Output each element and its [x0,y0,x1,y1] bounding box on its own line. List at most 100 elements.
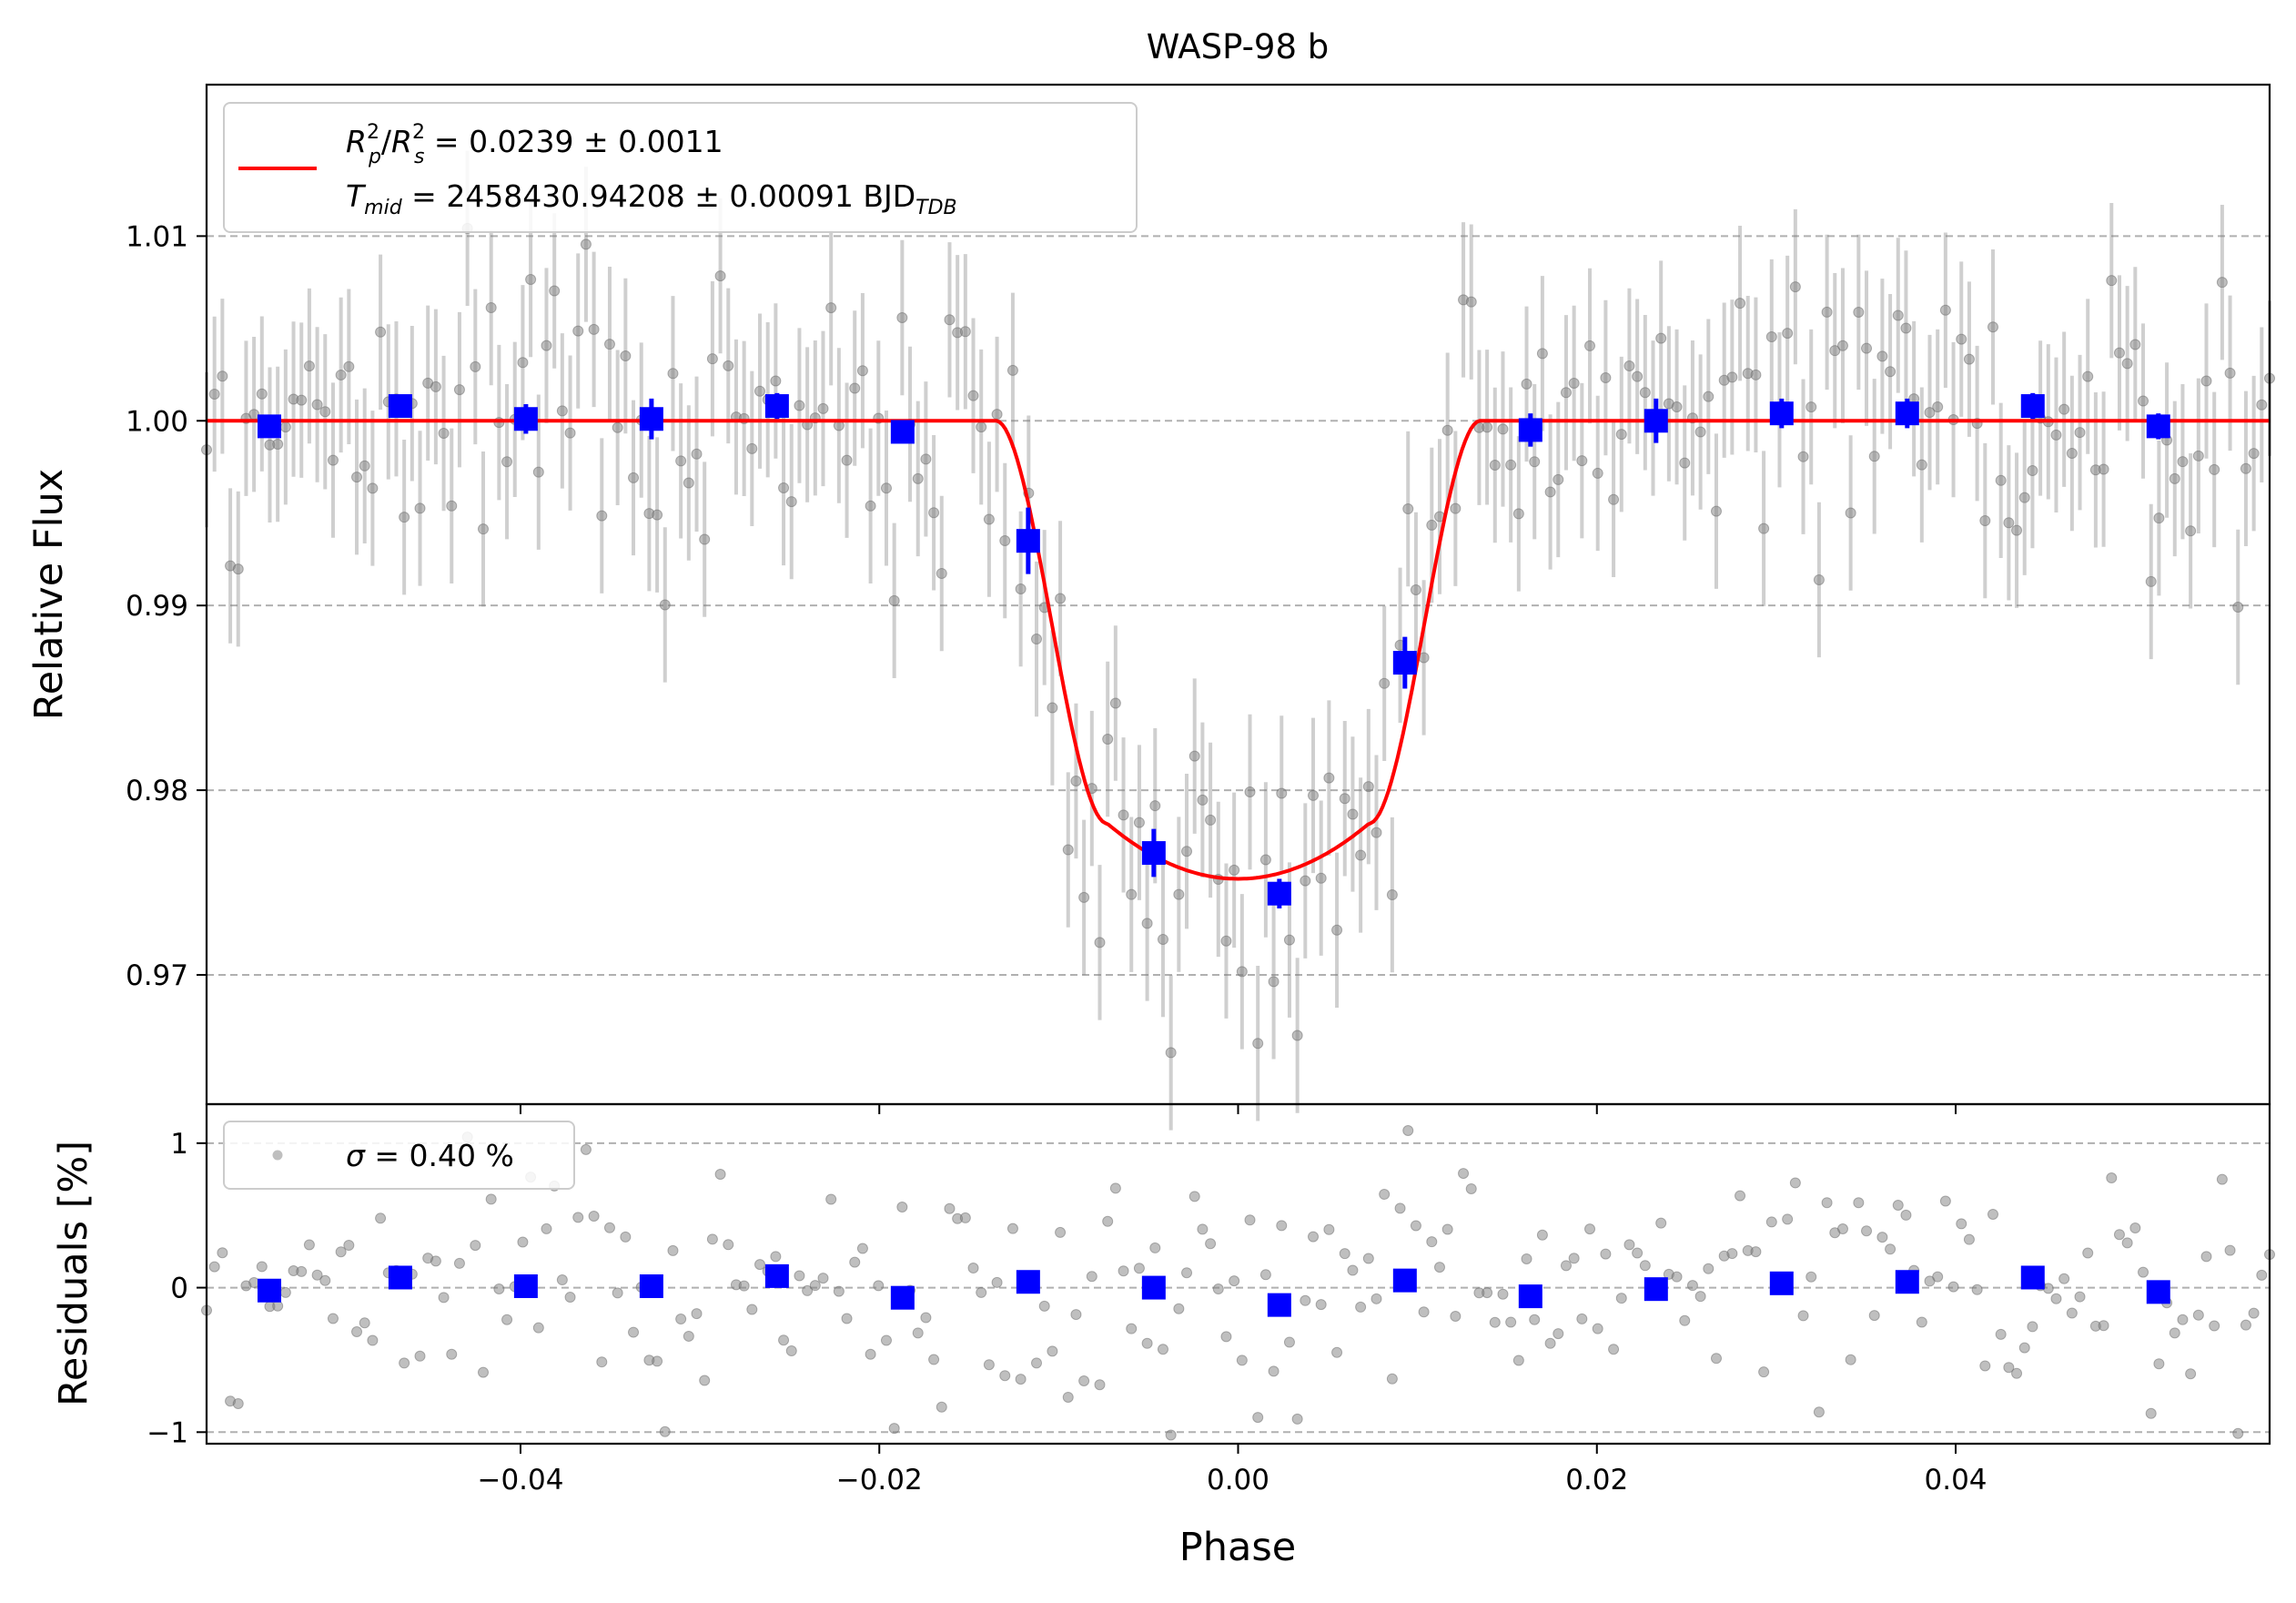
residual-point-198 [1765,1216,1777,1228]
flux-point-86 [880,482,892,494]
flux-point-226 [1987,321,1998,333]
residual-point-110 [1070,1309,1082,1321]
residual-point-108 [1055,1226,1067,1238]
flux-point-238 [2082,370,2094,382]
flux-legend: R2 p/R2 s = 0.0239 ± 0.0011 Tmid = 2458430… [223,102,1138,233]
residual-point-194 [1735,1190,1746,1202]
residual-point-252 [2192,1309,2204,1321]
flux-point-205 [1821,306,1833,318]
flux-point-73 [778,482,790,493]
flux-point-38 [501,456,513,468]
flux-binned-point-7 [1141,841,1166,866]
residual-point-257 [2232,1427,2244,1439]
residual-point-50 [596,1356,608,1368]
flux-point-44 [549,285,561,297]
residual-point-117 [1126,1323,1138,1334]
residual-point-222 [1956,1218,1967,1230]
residual-point-250 [2177,1314,2189,1325]
residual-point-223 [1963,1233,1975,1245]
flux-point-84 [865,500,876,512]
residual-point-101 [999,1370,1011,1382]
residual-point-189 [1694,1291,1706,1303]
flux-point-102 [1006,364,1018,376]
residual-point-113 [1094,1379,1106,1391]
flux-point-46 [564,427,576,439]
residual-point-130 [1229,1275,1240,1287]
flux-point-157 [1441,424,1453,436]
flux-point-41 [525,274,537,286]
residual-binned-point-5 [890,1285,915,1310]
flux-point-138 [1291,1030,1303,1041]
residual-point-148 [1371,1293,1382,1304]
residual-point-103 [1015,1374,1027,1385]
flux-point-220 [1939,304,1951,316]
residual-point-138 [1291,1413,1303,1425]
residual-point-38 [501,1314,513,1325]
flux-point-219 [1932,401,1944,413]
residual-point-51 [603,1222,615,1233]
flux-point-117 [1126,888,1138,900]
residual-point-179 [1615,1293,1627,1304]
flux-point-96 [959,326,971,338]
residual-point-213 [1885,1243,1896,1255]
flux-point-16 [327,454,339,466]
flux-point-43 [541,340,552,351]
residual-point-87 [888,1423,900,1435]
flux-point-116 [1118,809,1129,821]
flux-point-145 [1347,808,1359,820]
residual-point-240 [2098,1320,2109,1332]
flux-point-6 [248,409,260,421]
flux-legend-depth-text: R2 p/R2 s = 0.0239 ± 0.0011 [346,121,723,168]
flux-point-218 [1924,407,1936,419]
residual-point-260 [2256,1269,2268,1281]
residual-point-91 [920,1312,932,1324]
flux-point-140 [1308,789,1320,801]
residual-point-259 [2248,1307,2260,1319]
residual-point-171 [1553,1328,1564,1340]
residual-point-220 [1939,1195,1951,1207]
flux-point-34 [470,360,481,372]
residual-point-236 [2066,1307,2078,1319]
flux-point-178 [1608,493,1620,505]
residual-binned-point-4 [764,1263,789,1288]
phase-x-tick-label-1: −0.02 [836,1464,923,1496]
flux-point-139 [1300,875,1311,887]
flux-point-187 [1679,457,1691,469]
residual-point-221 [1947,1281,1959,1293]
flux-point-35 [478,523,490,535]
flux-point-78 [817,402,829,414]
flux-y-ticks: 0.97 0.98 0.99 1.00 1.01 [126,220,207,992]
flux-point-228 [2003,517,2015,529]
flux-point-110 [1070,775,1082,786]
flux-point-252 [2192,450,2204,462]
residual-binned-point-2 [513,1273,538,1298]
flux-point-9 [272,439,284,451]
residual-binned-point-14 [2020,1265,2045,1290]
flux-point-142 [1323,772,1335,784]
residual-point-107 [1047,1345,1058,1357]
residual-point-135 [1268,1365,1279,1377]
flux-point-202 [1797,451,1809,462]
flux-point-109 [1062,844,1074,856]
residual-point-60 [675,1314,687,1325]
residual-point-13 [303,1239,315,1251]
flux-point-103 [1015,583,1027,595]
flux-point-90 [912,472,924,484]
flux-point-258 [2240,462,2251,474]
residual-point-210 [1861,1225,1873,1237]
flux-point-136 [1276,787,1288,799]
residual-point-154 [1418,1306,1430,1318]
flux-point-65 [714,270,726,282]
flux-point-88 [896,312,908,324]
residual-point-193 [1726,1248,1738,1260]
residual-point-19 [351,1325,363,1337]
flux-point-260 [2256,399,2268,411]
residual-raw-points [201,1124,2275,1441]
flux-point-22 [375,326,387,338]
residual-point-182 [1639,1260,1651,1272]
flux-point-69 [746,442,758,454]
flux-point-105 [1031,634,1043,645]
residual-point-77 [809,1280,821,1292]
